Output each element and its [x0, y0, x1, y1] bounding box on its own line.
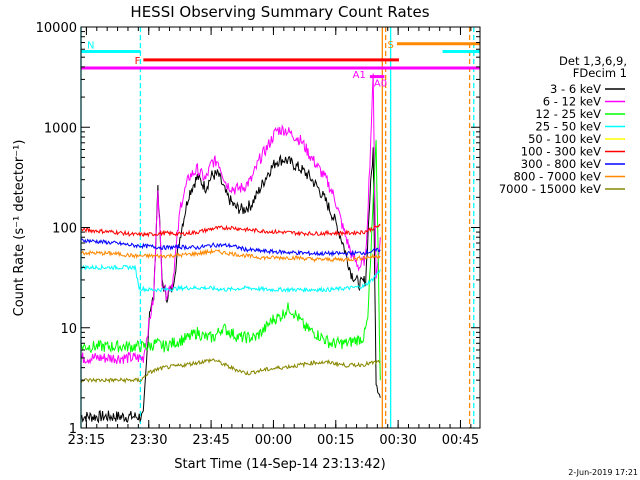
chart-title: HESSI Observing Summary Count Rates: [130, 3, 429, 21]
series-line-5: [81, 238, 381, 258]
legend-label-0: 3 - 6 keV: [550, 82, 601, 96]
flag-label-a0: A0: [374, 79, 387, 90]
legend-header-0: Det 1,3,6,9,: [559, 54, 627, 68]
x-tick-label-6: 00:45: [442, 433, 479, 448]
legend-label-2: 12 - 25 keV: [535, 107, 601, 121]
x-axis-label: Start Time (14-Sep-14 23:13:42): [174, 457, 385, 472]
legend-label-6: 300 - 800 keV: [521, 157, 601, 171]
series-line-7: [81, 357, 381, 384]
series-line-0: [81, 147, 381, 424]
y-tick-label-1: 10: [60, 322, 77, 337]
y-tick-label-2: 100: [52, 222, 77, 237]
x-tick-label-5: 00:30: [379, 433, 416, 448]
flag-label-n: N: [87, 40, 94, 51]
x-axis-ticks: 23:15 23:30 23:45 00:00 00:15 00:30 00:45: [68, 27, 479, 448]
legend-label-4: 50 - 100 keV: [528, 132, 601, 146]
y-axis-ticks: 1 10 100 1000 10000: [36, 21, 480, 437]
x-tick-label-0: 23:15: [68, 433, 105, 448]
legend-label-1: 6 - 12 keV: [543, 95, 601, 109]
x-tick-label-4: 00:15: [317, 433, 354, 448]
y-axis-label: Count Rate (s⁻¹ detector⁻¹): [12, 140, 27, 317]
series-line-4: [81, 223, 381, 238]
y-tick-label-4: 10000: [36, 21, 77, 36]
flag-bars: N F S A1 A0: [81, 40, 480, 90]
flag-label-s: S: [388, 40, 394, 51]
legend-header-1: FDecim 1: [573, 66, 627, 80]
x-tick-label-2: 23:45: [192, 433, 229, 448]
flag-label-a1: A1: [353, 70, 366, 81]
series-lines: [81, 73, 381, 424]
series-line-1: [81, 73, 381, 365]
legend-label-7: 800 - 7000 keV: [513, 170, 601, 184]
legend-label-8: 7000 - 15000 keV: [499, 182, 601, 196]
series-line-2: [81, 139, 381, 381]
series-line-3: [81, 263, 381, 294]
series-line-6: [81, 247, 381, 263]
y-tick-label-0: 1: [69, 422, 77, 437]
legend-label-5: 100 - 300 keV: [521, 145, 601, 159]
footer-timestamp: 2-Jun-2019 17:21: [568, 468, 638, 477]
flag-label-f: F: [135, 56, 141, 67]
x-tick-label-3: 00:00: [255, 433, 292, 448]
x-tick-label-1: 23:30: [130, 433, 167, 448]
legend-label-3: 25 - 50 keV: [535, 120, 601, 134]
y-tick-label-3: 1000: [44, 121, 77, 136]
